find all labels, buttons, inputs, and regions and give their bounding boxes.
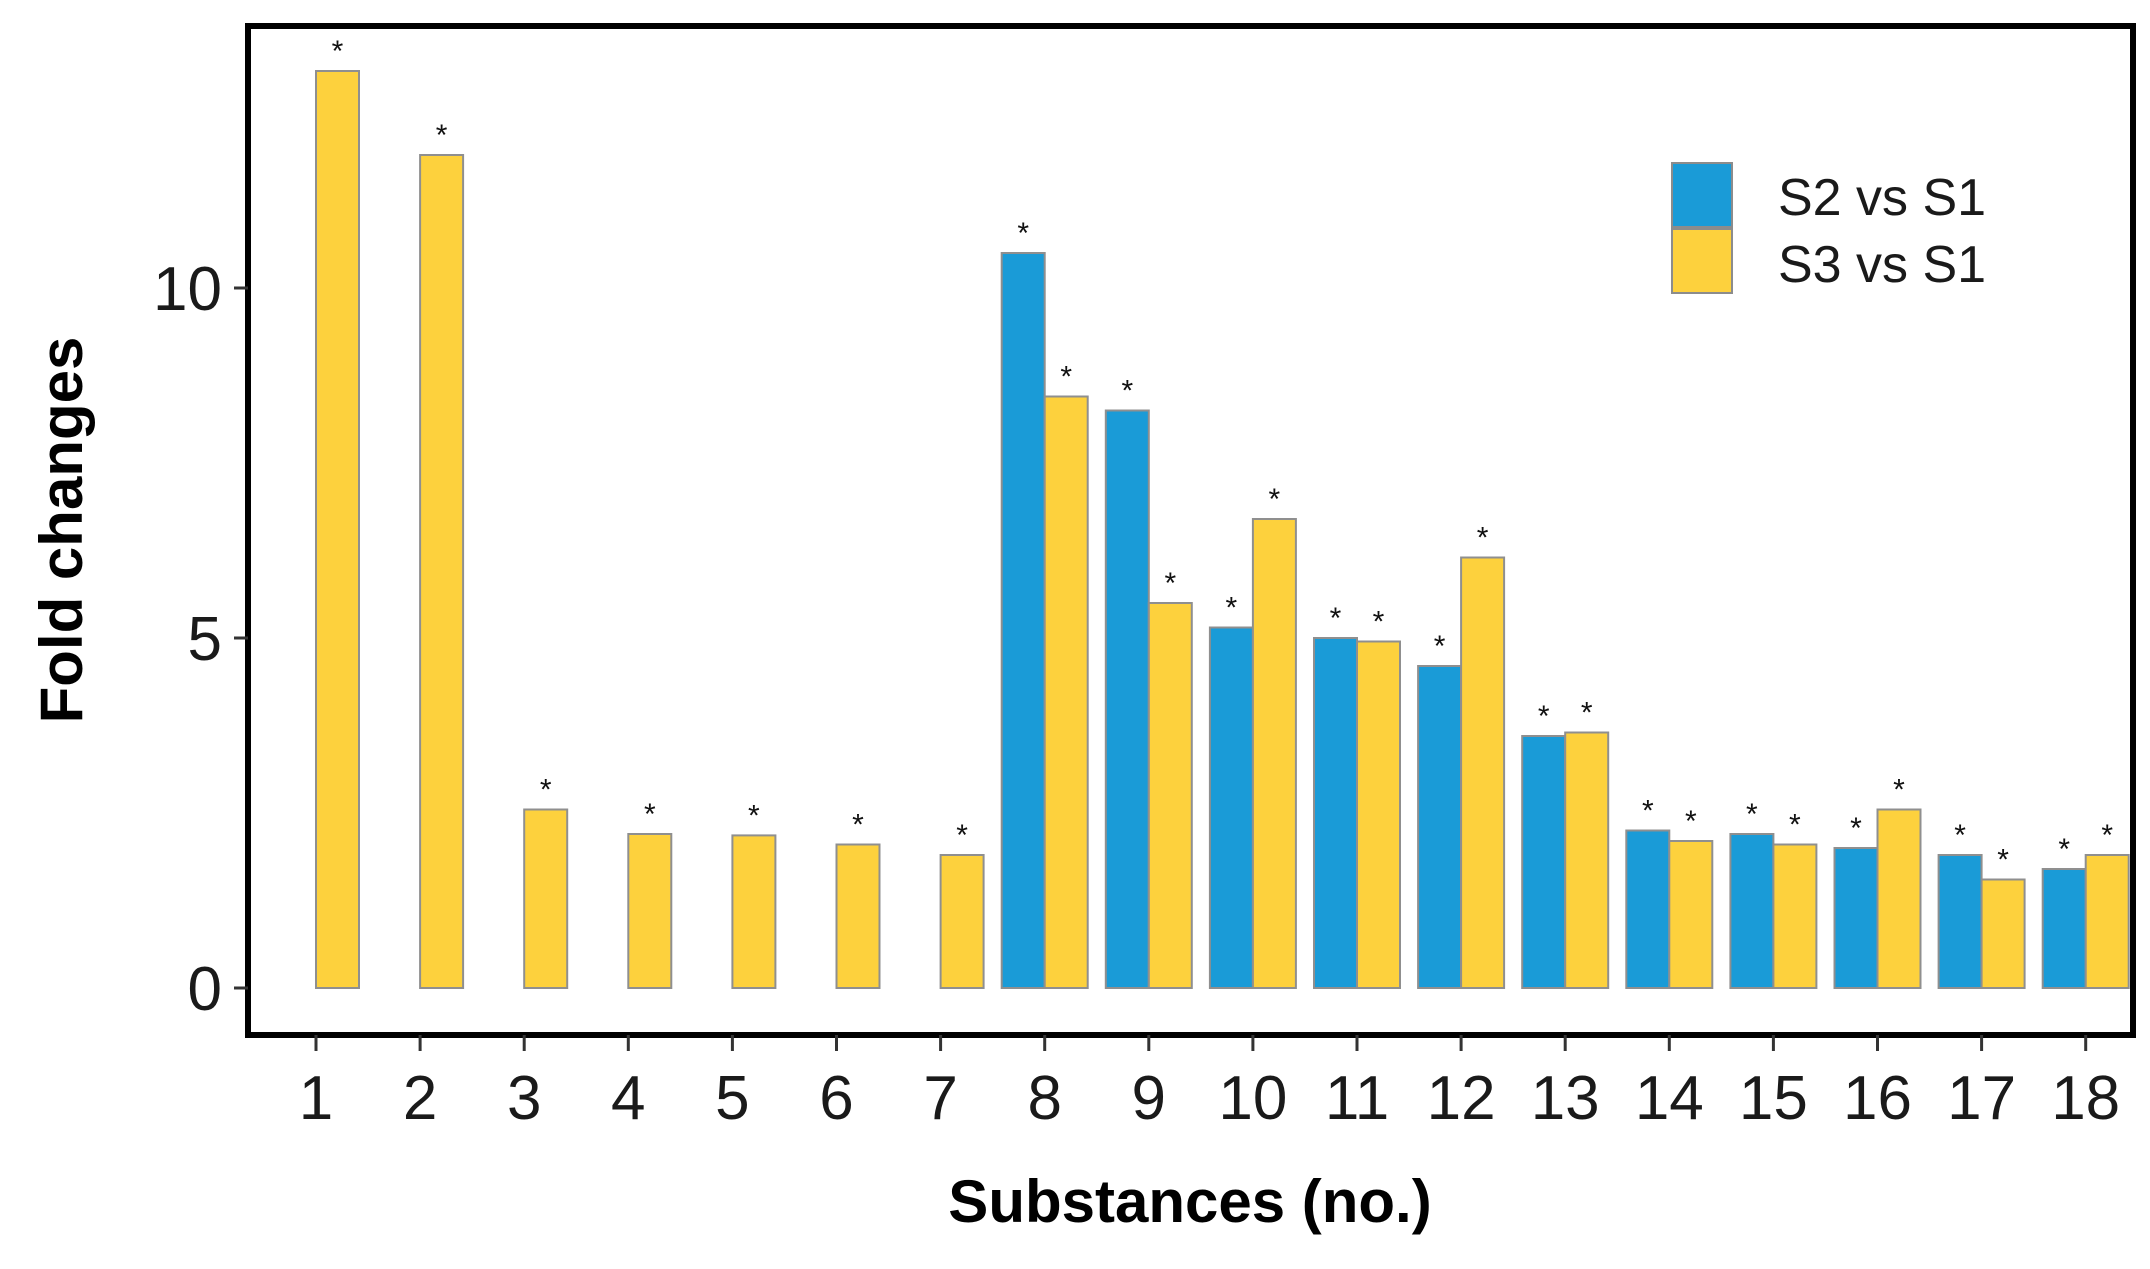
bar-s3-substance-18 <box>2084 854 2130 989</box>
legend-label-s2: S2 vs S1 <box>1778 169 1986 227</box>
bar-s3-substance-14 <box>1668 840 1714 989</box>
significance-star: * <box>1330 602 1342 635</box>
significance-star: * <box>852 809 864 842</box>
significance-star: * <box>1538 700 1550 733</box>
bar-s2-substance-16 <box>1833 847 1879 989</box>
significance-star: * <box>540 774 552 807</box>
bar-s2-substance-15 <box>1729 833 1775 989</box>
x-tick-label: 11 <box>1325 1064 1389 1133</box>
significance-star: * <box>1121 375 1133 408</box>
bar-s2-substance-13 <box>1521 735 1567 989</box>
bar-s3-substance-6 <box>835 843 881 989</box>
x-tick-label: 3 <box>507 1064 541 1133</box>
significance-star: * <box>2101 819 2113 852</box>
y-tick-label: 10 <box>153 255 222 324</box>
y-axis-title: Fold changes <box>28 337 95 724</box>
x-tick-label: 7 <box>923 1064 957 1133</box>
bar-s3-substance-5 <box>731 834 777 990</box>
bar-s3-substance-15 <box>1772 843 1818 989</box>
x-axis: 1 2 3 4 5 6 7 8 9 10 11 12 13 14 15 16 17 18 <box>299 1035 2120 1133</box>
significance-star: * <box>1954 819 1966 852</box>
x-tick-label: 9 <box>1132 1064 1166 1133</box>
significance-star: * <box>1226 592 1238 625</box>
significance-markers: * * * * * * * * * * * * * * * * * * * * * * * * * * * * * <box>332 35 2114 877</box>
x-tick-label: 10 <box>1218 1064 1287 1133</box>
significance-star: * <box>1164 567 1176 600</box>
significance-star: * <box>332 35 344 68</box>
x-tick-label: 4 <box>611 1064 645 1133</box>
significance-star: * <box>956 819 968 852</box>
bar-s3-substance-9 <box>1147 602 1193 989</box>
bar-s3-substance-8 <box>1043 395 1089 989</box>
significance-star: * <box>1373 606 1385 639</box>
bar-s3-substance-17 <box>1980 878 2026 989</box>
bar-s2-substance-8 <box>1000 252 1046 989</box>
significance-star: * <box>1269 483 1281 516</box>
legend-swatch-s2 <box>1671 162 1733 228</box>
significance-star: * <box>1850 812 1862 845</box>
plot-frame <box>245 23 2136 1038</box>
significance-star: * <box>1581 697 1593 730</box>
x-tick-label: 5 <box>715 1064 749 1133</box>
x-axis-title: Substances (no.) <box>948 1168 1431 1235</box>
x-tick-label: 12 <box>1427 1064 1496 1133</box>
bar-s3-substance-1 <box>315 70 360 989</box>
bar-s2-substance-18 <box>2041 868 2087 989</box>
bar-s3-substance-13 <box>1564 731 1610 989</box>
bar-s2-substance-17 <box>1937 854 1983 989</box>
x-tick-label: 16 <box>1843 1064 1912 1133</box>
legend-swatch-s3 <box>1671 228 1733 294</box>
x-tick-label: 1 <box>299 1064 333 1133</box>
x-tick-label: 13 <box>1531 1064 1600 1133</box>
significance-star: * <box>1893 774 1905 807</box>
bar-s3-substance-10 <box>1251 518 1297 989</box>
significance-star: * <box>1017 217 1029 250</box>
x-tick-label: 6 <box>819 1064 853 1133</box>
bar-s2-substance-10 <box>1208 626 1254 989</box>
x-tick-label: 15 <box>1739 1064 1808 1133</box>
bar-s2-substance-11 <box>1313 637 1358 989</box>
significance-star: * <box>1060 361 1072 394</box>
bar-s3-substance-4 <box>627 833 673 989</box>
bar-s3-substance-2 <box>419 154 465 989</box>
significance-star: * <box>1746 798 1758 831</box>
bar-s2-substance-9 <box>1104 409 1150 989</box>
significance-star: * <box>1685 805 1697 838</box>
bar-s3-substance-3 <box>523 808 569 989</box>
bar-s3-substance-12 <box>1460 556 1506 989</box>
x-tick-label: 2 <box>403 1064 437 1133</box>
x-tick-label: 18 <box>2051 1064 2120 1133</box>
significance-star: * <box>436 119 448 152</box>
significance-star: * <box>748 799 760 832</box>
bar-s3-substance-11 <box>1356 640 1401 989</box>
significance-star: * <box>644 798 656 831</box>
significance-star: * <box>2058 833 2070 866</box>
significance-star: * <box>1997 844 2009 877</box>
legend-label-s3: S3 vs S1 <box>1778 236 1986 294</box>
y-axis: 0 5 10 <box>153 255 248 1024</box>
y-tick-label: 5 <box>188 605 222 674</box>
y-tick-label: 0 <box>188 955 222 1024</box>
bar-s3-substance-16 <box>1876 808 1922 989</box>
bar-s2-substance-14 <box>1625 829 1671 989</box>
x-tick-label: 8 <box>1027 1064 1061 1133</box>
significance-star: * <box>1789 809 1801 842</box>
bar-s3-substance-7 <box>939 854 985 989</box>
x-tick-label: 17 <box>1947 1064 2016 1133</box>
significance-star: * <box>1434 630 1446 663</box>
legend: S2 vs S1 S3 vs S1 <box>1671 162 1986 294</box>
bar-s2-substance-12 <box>1417 665 1463 989</box>
x-tick-label: 14 <box>1635 1064 1704 1133</box>
bars-layer <box>315 70 2130 990</box>
significance-star: * <box>1642 795 1654 828</box>
significance-star: * <box>1477 522 1489 555</box>
